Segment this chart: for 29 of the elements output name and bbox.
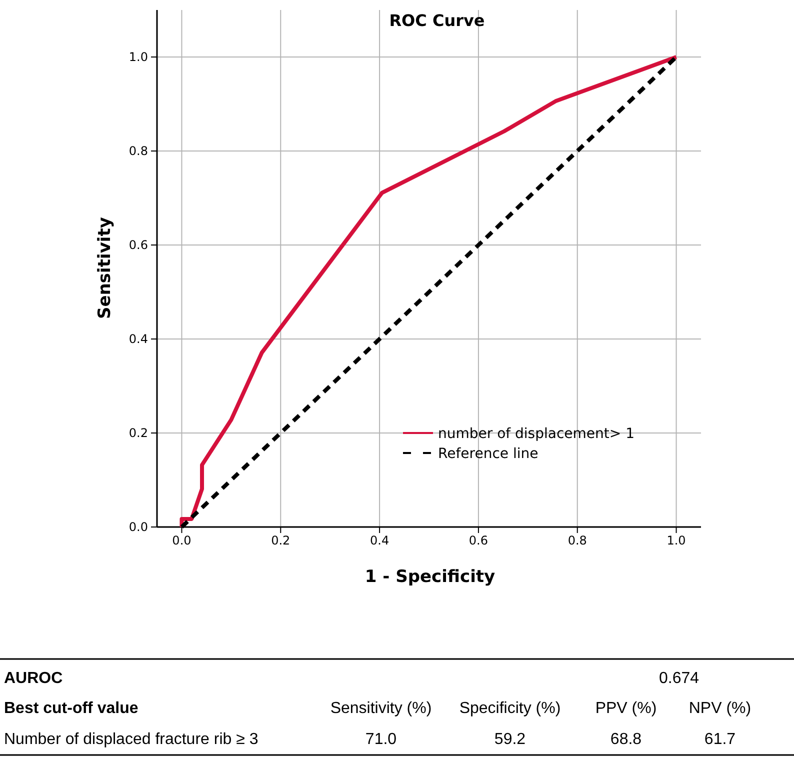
text: 61.7 [704, 731, 736, 748]
x-tick-label: 0.8 [568, 534, 587, 548]
y-tick-label: 0.8 [128, 144, 148, 158]
text: NPV (%) [688, 700, 752, 717]
text: 71.0 [365, 731, 397, 748]
text: Sensitivity (%) [330, 700, 432, 717]
text: 0.674 [658, 670, 700, 687]
y-axis-title: Sensitivity [95, 217, 115, 319]
y-tick-label: 0.6 [128, 238, 148, 252]
text: AUROC [4, 670, 64, 687]
x-tick-label: 0.4 [370, 534, 390, 548]
text: PPV (%) [595, 700, 657, 717]
x-tick-label: 0.6 [468, 534, 488, 548]
y-tick-label: 1.0 [128, 50, 148, 64]
x-tick-label: 0.2 [271, 534, 290, 548]
text: 68.8 [610, 731, 642, 748]
text: Best cut-off value [4, 700, 138, 717]
text: 59.2 [494, 731, 526, 748]
text: Number of displaced fracture rib ≥ 3 [4, 731, 258, 748]
x-axis-title: 1 - Specificity [364, 567, 496, 587]
chart-title: ROC Curve [389, 11, 485, 30]
legend-label: Reference line [438, 446, 538, 462]
x-tick-label: 1.0 [666, 534, 686, 548]
x-tick-label: 0.0 [172, 534, 192, 548]
legend-label: number of displacement> 1 [438, 426, 634, 442]
y-tick-label: 0.2 [128, 426, 148, 440]
y-tick-label: 0.4 [128, 332, 148, 346]
y-tick-label: 0.0 [128, 520, 148, 534]
text: Specificity (%) [459, 700, 561, 717]
